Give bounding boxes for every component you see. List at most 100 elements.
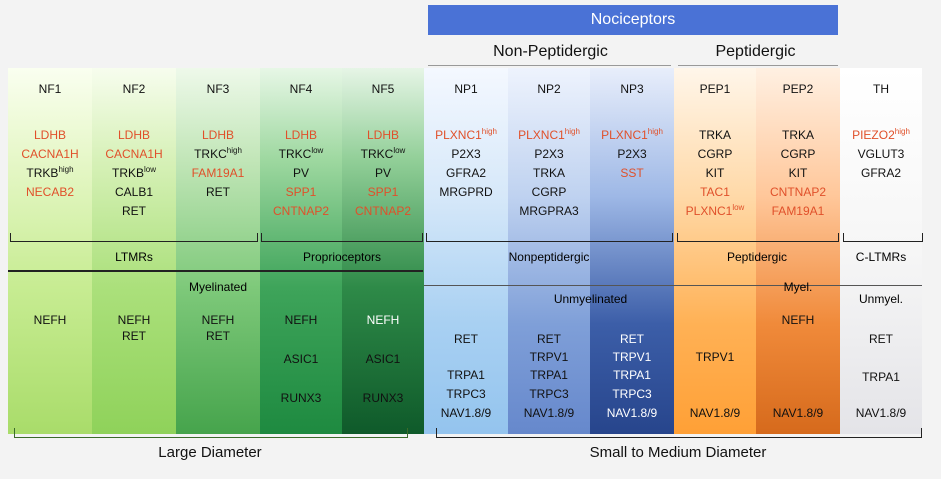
- marker-gene: PLXNC1high: [601, 127, 663, 143]
- marker-gene: CALB1: [114, 185, 154, 199]
- marker-gene: P2X3: [451, 147, 481, 161]
- lower-marker: NAV1.8/9: [440, 406, 492, 420]
- lower-marker: TRPC3: [612, 387, 652, 401]
- lower-marker: TRPA1: [613, 368, 651, 382]
- header-pep1: PEP1: [699, 82, 731, 96]
- markers-np1: PLXNC1high P2X3 GFRA2 MRGPRD: [424, 126, 508, 202]
- marker-gene: LDHB: [117, 128, 150, 142]
- bracket-large-diameter: [14, 428, 408, 438]
- marker-gene: PLXNC1low: [685, 203, 745, 219]
- column-np3: [590, 68, 674, 434]
- lower-marker: NAV1.8/9: [855, 406, 907, 420]
- markers-nf1: LDHB CACNA1H TRKBhigh NECAB2: [8, 126, 92, 202]
- bracket-c-ltmrs: [843, 233, 923, 242]
- marker-gene: CNTNAP2: [354, 204, 411, 218]
- column-nf5: [342, 68, 424, 434]
- header-nf2: NF2: [122, 82, 146, 96]
- column-pep2: [756, 68, 840, 434]
- column-np2: [508, 68, 590, 434]
- marker-gene: TRKChigh: [194, 146, 242, 162]
- header-nf3: NF3: [206, 82, 230, 96]
- marker-gene: CACNA1H: [105, 147, 163, 161]
- marker-gene: LDHB: [33, 128, 66, 142]
- bracket-proprioceptors: [261, 233, 423, 242]
- lower-marker: TRPA1: [530, 368, 568, 382]
- marker-gene: TRKA: [781, 128, 814, 142]
- marker-gene: TRKClow: [278, 146, 324, 162]
- lower-marker: RUNX3: [280, 391, 322, 405]
- lower-marker: RET: [537, 332, 561, 346]
- fiber-unmyel: Unmyel.: [858, 292, 903, 306]
- lower-marker: NAV1.8/9: [689, 406, 741, 420]
- marker-gene: LDHB: [366, 128, 399, 142]
- lower-marker: TRPC3: [446, 387, 486, 401]
- marker-gene: P2X3: [617, 147, 647, 161]
- column-nf2: [92, 68, 176, 434]
- column-nf1: [8, 68, 92, 434]
- marker-gene: NECAB2: [25, 185, 75, 199]
- marker-gene: TRKBhigh: [26, 165, 74, 181]
- marker-gene: SPP1: [285, 185, 317, 199]
- bracket-large-fibers: [10, 233, 258, 242]
- lower-marker: RET: [620, 332, 644, 346]
- nociceptors-label: Nociceptors: [590, 11, 676, 28]
- lower-marker: NAV1.8/9: [772, 406, 824, 420]
- marker-gene: MRGPRD: [439, 185, 493, 199]
- group-proprioceptors: Proprioceptors: [302, 250, 382, 264]
- markers-nf3: LDHB TRKChigh FAM19A1 RET: [176, 126, 260, 202]
- marker-gene: TRKA: [532, 166, 565, 180]
- header-pep2: PEP2: [782, 82, 814, 96]
- marker-gene: SST: [620, 166, 644, 180]
- lower-marker: RET: [454, 332, 478, 346]
- marker-gene: PV: [374, 166, 391, 180]
- marker-gene: GFRA2: [445, 166, 486, 180]
- marker-gene: TAC1: [700, 185, 730, 199]
- lower-marker: NAV1.8/9: [523, 406, 575, 420]
- marker-gene: PV: [292, 166, 309, 180]
- marker-gene: CGRP: [531, 185, 567, 199]
- lower-marker: TRPV1: [695, 350, 735, 364]
- header-np1: NP1: [454, 82, 478, 96]
- column-th: [840, 68, 922, 434]
- lower-marker: NAV1.8/9: [606, 406, 658, 420]
- bracket-peptidergic: [677, 233, 839, 242]
- header-th: TH: [873, 82, 889, 96]
- lower-marker: TRPA1: [862, 370, 900, 384]
- markers-np3: PLXNC1high P2X3 SST: [590, 126, 674, 183]
- marker-gene: LDHB: [201, 128, 234, 142]
- header-nf4: NF4: [289, 82, 313, 96]
- marker-gene: PLXNC1high: [435, 127, 497, 143]
- group-peptidergic: Peptidergic: [726, 250, 788, 264]
- lower-marker: RUNX3: [362, 391, 404, 405]
- marker-gene: LDHB: [284, 128, 317, 142]
- lower-marker: RET: [206, 329, 230, 343]
- lower-marker: ASIC1: [283, 352, 319, 366]
- bracket-nonpeptidergic: [426, 233, 673, 242]
- lower-marker: RET: [869, 332, 893, 346]
- markers-th: PIEZO2high VGLUT3 GFRA2: [839, 126, 923, 183]
- lower-marker: NEFH: [201, 313, 235, 327]
- marker-gene: TRKClow: [360, 146, 406, 162]
- lower-marker: RET: [122, 329, 146, 343]
- column-nf3: [176, 68, 260, 434]
- marker-gene: GFRA2: [860, 166, 901, 180]
- non-peptidergic-label: Non-Peptidergic: [493, 43, 608, 60]
- markers-pep2: TRKA CGRP KIT CNTNAP2 FAM19A1: [756, 126, 840, 221]
- lower-marker: NEFH: [366, 313, 400, 327]
- lower-marker: TRPV1: [529, 350, 569, 364]
- markers-nf2: LDHB CACNA1H TRKBlow CALB1 RET: [92, 126, 176, 221]
- markers-np2: PLXNC1high P2X3 TRKA CGRP MRGPRA3: [507, 126, 591, 221]
- separator-large: [8, 270, 423, 272]
- lower-marker: NEFH: [117, 313, 151, 327]
- label-small-medium-diameter: Small to Medium Diameter: [589, 444, 767, 461]
- marker-gene: VGLUT3: [857, 147, 905, 161]
- marker-gene: RET: [122, 204, 146, 218]
- marker-gene: MRGPRA3: [519, 204, 579, 218]
- lower-marker: TRPV1: [612, 350, 652, 364]
- marker-gene: CGRP: [697, 147, 733, 161]
- bracket-small-medium-diameter: [436, 428, 922, 438]
- markers-nf4: LDHB TRKClow PV SPP1 CNTNAP2: [259, 126, 343, 221]
- marker-gene: P2X3: [534, 147, 564, 161]
- marker-gene: KIT: [705, 166, 725, 180]
- marker-gene: TRKA: [698, 128, 731, 142]
